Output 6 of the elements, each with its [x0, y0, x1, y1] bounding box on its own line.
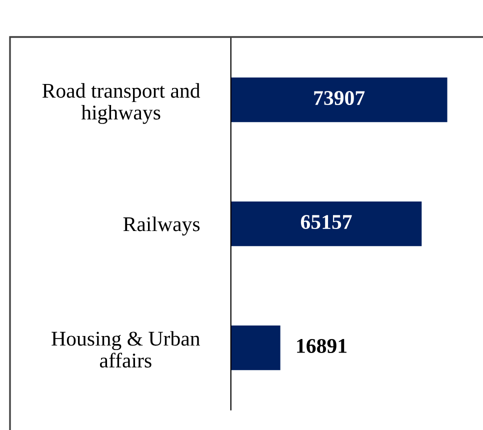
- data-label: 73907: [314, 90, 365, 106]
- data-label: 16891: [297, 338, 346, 354]
- data-label: 65157: [300, 215, 352, 230]
- y-tick-label: Road transport and highways: [42, 83, 200, 124]
- y-tick-label: Railways: [123, 216, 200, 236]
- y-tick-label: Housing & Urban affairs: [52, 331, 200, 368]
